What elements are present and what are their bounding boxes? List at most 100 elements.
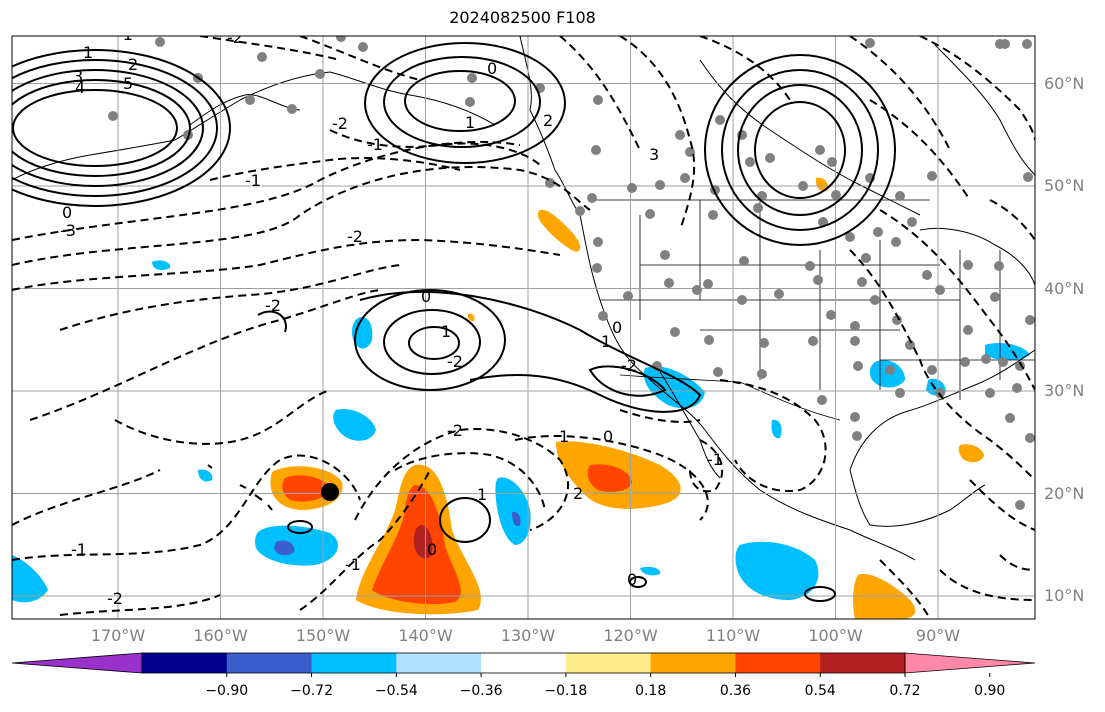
colorbar-tick-label: −0.72 [290,683,333,699]
colorbar-extend-low [11,652,143,674]
colorbar-segment [481,653,567,673]
contour-label: -1 [245,171,261,190]
contour-label: -2 [347,227,363,246]
contour-label: -1 [707,450,723,469]
longitude-tick-label: 120°W [603,626,658,645]
cold-anomaly-region [640,566,661,576]
contour-label: 0 [62,203,72,222]
contour-lines [12,42,896,602]
colorbar-tick-label: 0.54 [804,683,836,699]
contour-label: -2 [265,296,281,315]
cold-anomaly-region [12,555,48,603]
longitude-tick-label: 170°W [90,626,146,645]
colorbar-tick-label: 0.36 [719,683,752,699]
contour-label: 1 [601,332,611,351]
contour-label: 1 [441,322,451,341]
cold-anomaly-region [771,419,782,439]
contour-label: 0 [487,59,497,78]
warm-anomaly-region [853,574,916,619]
contour-label: 0 [627,570,637,589]
contour-label: -2 [332,114,348,133]
contour-label: 4 [75,78,85,97]
cold-anomaly-region [254,525,338,566]
cold-anomaly-region [198,469,213,482]
colorbar-segment [650,653,736,673]
colorbar-tick-label: 0.18 [635,683,667,699]
latitude-tick-label: 10°N [1044,586,1085,605]
contour-lines-dashed [12,36,1035,619]
longitude-tick-label: 110°W [705,626,761,645]
colorbar-tick-label: −0.36 [459,683,503,699]
warm-anomaly-region [537,209,581,252]
contour-label: 5 [123,74,133,93]
station-markers [108,36,1035,510]
colorbar-segment [142,653,228,673]
hot-core-region [413,525,433,559]
longitude-tick-label: 140°W [398,626,453,645]
contour-label: -2 [447,421,463,440]
contour-label: 0 [427,540,437,559]
colorbar-tick-label: −0.90 [205,683,249,699]
cold-anomaly-region [351,317,373,349]
contour-label: 1 [83,43,93,62]
colorbar-segment [820,653,906,673]
cold-anomaly-region [333,409,376,441]
contour-label: 0 [603,427,613,446]
warm-anomaly-region [815,177,829,192]
contour-label: -1 [117,25,133,44]
grid-lines [12,36,1035,619]
cold-core-region [512,511,521,526]
warm-core-region [587,464,632,492]
contour-label: -1 [71,540,87,559]
latitude-tick-label: 50°N [1044,176,1085,195]
colorbar-segment [311,653,397,673]
colorbar-tick-label: 0.90 [974,683,1006,699]
contour-label: -2 [621,356,637,375]
coastlines [12,36,1035,561]
colorbar-tick-label: 0.72 [889,683,921,699]
contour-label: -2 [107,589,123,608]
contour-label: -1 [345,555,361,574]
contour-label: -2 [447,352,463,371]
warm-core-region [282,475,330,502]
contour-label: -1 [367,135,383,154]
contour-label: 1 [477,485,487,504]
map-title: 2024082500 F108 [449,8,596,27]
colorbar-segment [565,653,652,673]
longitude-tick-label: 130°W [500,626,556,645]
cold-anomaly-region [152,260,171,270]
latitude-tick-label: 20°N [1044,483,1085,503]
cold-anomaly-region [495,477,531,545]
cold-anomaly-region [735,541,819,600]
storm-location-marker [321,483,339,501]
latitude-tick-label: 30°N [1044,381,1085,400]
shaded-anomaly-fields [12,177,1030,619]
contour-label: -3 [60,221,76,240]
colorbar-tick-label: −0.18 [544,683,588,699]
warm-anomaly-region [958,444,984,463]
longitude-tick-label: 100°W [808,626,863,645]
warm-anomaly-region [467,313,475,322]
contour-label: 1 [559,427,569,446]
contour-label: -2 [227,28,243,47]
colorbar-segment [735,653,821,673]
contour-label: 0 [421,287,431,306]
colorbar-segment [396,653,482,673]
colorbar [11,652,1036,677]
latitude-tick-label: 40°N [1044,278,1085,298]
colorbar-segment [226,653,313,673]
cold-anomaly-region [643,366,705,409]
contour-label: 2 [573,484,583,503]
longitude-tick-label: 150°W [295,626,351,645]
contour-label: 2 [128,55,138,74]
cold-anomaly-region [985,343,1030,361]
cold-core-region [274,540,295,556]
contour-label: 3 [73,67,83,86]
longitude-tick-label: 160°W [193,626,248,645]
contour-label: 3 [649,145,659,164]
latitude-tick-label: 60°N [1044,73,1085,93]
contour-label: 1 [465,113,475,132]
colorbar-tick-label: −0.54 [374,683,418,699]
